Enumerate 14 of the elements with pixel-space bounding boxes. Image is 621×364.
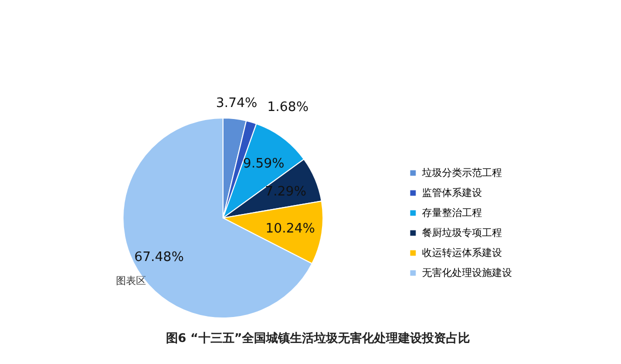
data-label: 10.24% [265,221,316,236]
data-label: 7.29% [265,184,306,200]
data-label: 3.74% [216,96,258,111]
data-label: 9.59% [243,156,284,172]
text: 图6 “十三五”全国城镇生活垃圾无害化处理建设投资占比 [166,331,470,345]
legend-label: 餐厨垃圾专项工程 [422,227,502,239]
legend-label: 垃圾分类示范工程 [421,167,502,179]
data-label: 67.48% [134,250,184,266]
legend-label: 收运转运体系建设 [422,247,502,259]
legend-label: 无害化处理设施建设 [422,267,512,279]
text: 图表区 [116,275,146,287]
legend-label: 监管体系建设 [422,187,482,199]
legend-label: 存量整治工程 [422,207,482,219]
data-label: 1.68% [267,100,309,115]
